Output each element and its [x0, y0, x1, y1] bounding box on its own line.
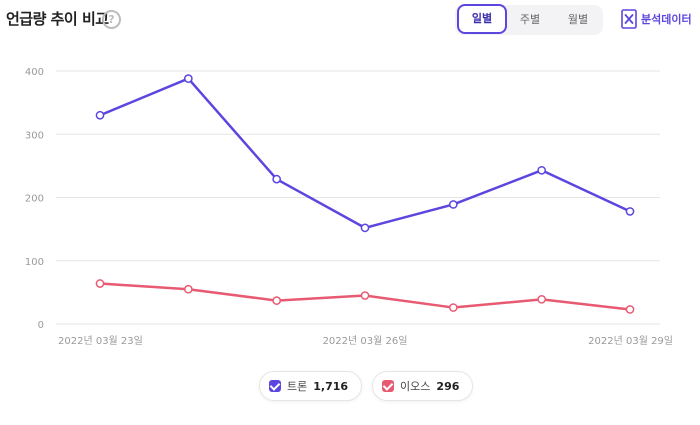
data-point [183, 74, 193, 83]
legend-item-series-1[interactable]: 트론 1,716 [259, 371, 363, 401]
chart-legend: 트론 1,716 이오스 296 [259, 371, 474, 401]
data-point [95, 279, 105, 288]
legend-series-name: 이오스 [400, 380, 431, 393]
y-tick-label: 0 [38, 320, 44, 331]
data-point [95, 110, 105, 120]
period-weekly-button[interactable]: 주별 [519, 13, 541, 26]
data-point [537, 165, 547, 175]
legend-series-total: 296 [436, 379, 460, 393]
data-point [448, 303, 458, 312]
data-point [272, 174, 282, 184]
x-tick-label: 2022년 03월 26일 [323, 335, 408, 347]
x-tick-label: 2022년 03월 23일 [58, 335, 143, 347]
period-daily-button[interactable]: 일별 [457, 4, 507, 34]
data-point [360, 291, 370, 300]
excel-icon [621, 9, 637, 29]
export-data-label: 분석데이터 [641, 13, 692, 26]
y-tick-label: 400 [25, 67, 44, 78]
series-line-1 [99, 77, 631, 230]
legend-item-series-2[interactable]: 이오스 296 [372, 371, 474, 401]
data-point [183, 284, 193, 294]
export-data-button[interactable]: 분석데이터 [620, 8, 692, 30]
legend-series-total: 1,716 [313, 379, 349, 393]
period-toggle: 일별 주별 월별 [455, 4, 603, 35]
data-point [537, 294, 547, 304]
help-icon[interactable]: ? [102, 10, 121, 29]
data-point [360, 223, 370, 233]
chart-title: 언급량 추이 비교 [6, 10, 109, 28]
mention-trend-chart: 0 100 200 300 400 2022년 03월 23일 2022년 03월 26일 2… [25, 67, 673, 347]
period-monthly-button[interactable]: 월별 [567, 13, 589, 26]
data-point [625, 305, 635, 314]
checkbox-checked-icon [269, 380, 281, 392]
data-point [272, 296, 282, 305]
checkbox-checked-icon [382, 380, 395, 392]
y-tick-label: 100 [25, 257, 44, 268]
data-point [448, 200, 458, 209]
data-point [625, 207, 635, 216]
x-tick-label: 2022년 03월 29일 [588, 335, 673, 347]
legend-series-name: 트론 [287, 380, 308, 393]
y-tick-label: 200 [25, 194, 44, 205]
y-tick-label: 300 [25, 130, 44, 141]
